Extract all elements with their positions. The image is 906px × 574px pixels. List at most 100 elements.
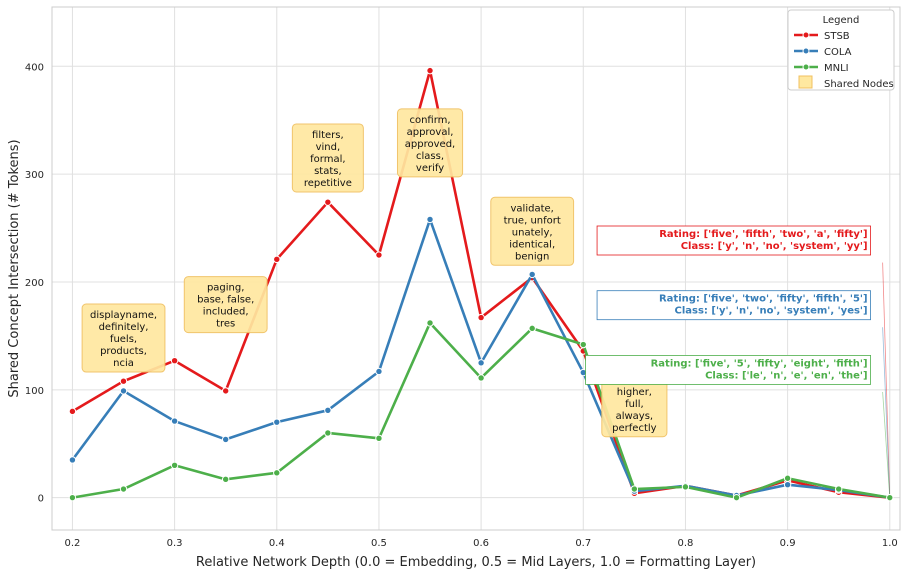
y-tick-label: 200 <box>25 278 44 289</box>
data-point <box>273 469 281 477</box>
data-point <box>886 493 894 502</box>
data-point <box>375 367 383 376</box>
y-tick-label: 300 <box>25 170 44 181</box>
connector-cola <box>882 327 891 498</box>
data-point <box>119 377 128 385</box>
legend-marker <box>802 63 810 71</box>
annotation-text: class, <box>416 151 444 162</box>
side-label-text: Class: ['y', 'n', 'no', 'system', 'yes'] <box>675 306 868 317</box>
annotation-box: displayname,definitely,fuels,products,nc… <box>81 303 166 373</box>
annotation-text: identical, <box>509 239 555 250</box>
side-label-box <box>596 290 871 321</box>
annotation-box: validate,true, unfortunately,identical,b… <box>490 196 575 266</box>
data-point <box>221 475 230 484</box>
annotation-text: formal, <box>310 154 345 165</box>
data-point <box>119 387 128 395</box>
data-point <box>119 485 128 493</box>
data-point <box>273 255 281 264</box>
data-point <box>170 461 179 469</box>
x-tick-label: 0.7 <box>575 538 591 549</box>
data-point <box>477 374 485 382</box>
annotation-text: tres <box>216 319 235 330</box>
annotation-text: higher, <box>617 387 652 398</box>
annotation-box: filters,vind,formal,stats,repetitive <box>291 123 364 193</box>
annotation-text: repetitive <box>304 178 352 189</box>
data-point <box>477 359 485 367</box>
x-tick-label: 0.4 <box>269 538 285 549</box>
legend-title: Legend <box>823 15 860 26</box>
x-tick-label: 0.8 <box>677 538 693 549</box>
data-point <box>783 474 792 482</box>
side-label-mnli: Rating: ['five', '5', 'fifty', 'eight', … <box>585 355 871 385</box>
legend-marker <box>802 31 810 39</box>
legend-marker <box>802 47 810 55</box>
annotation-background <box>490 196 575 266</box>
legend: Legend STSB COLA MNLI Shared Nodes <box>787 9 895 91</box>
data-point <box>426 215 434 224</box>
annotation-box: paging,base, false,included,tres <box>183 276 268 334</box>
data-point <box>221 435 230 444</box>
legend-entry-cola: COLA <box>824 47 852 58</box>
annotation-text: included, <box>203 307 249 318</box>
data-point <box>630 485 639 493</box>
annotation-text: definitely, <box>99 322 149 333</box>
data-point <box>68 407 77 416</box>
annotation-background <box>81 303 166 373</box>
legend-frame <box>787 9 895 91</box>
y-tick-label: 400 <box>25 62 44 73</box>
side-label-cola: Rating: ['five', 'two', 'fifty', 'fifth'… <box>596 290 871 321</box>
data-point <box>783 481 792 489</box>
annotation-background <box>183 276 268 334</box>
y-tick-label: 0 <box>38 494 44 505</box>
side-label-box <box>596 225 871 256</box>
annotation-text: approval, <box>407 127 454 138</box>
data-point <box>528 324 536 333</box>
y-tick-label: 100 <box>25 386 44 397</box>
side-label-text: Rating: ['five', 'fifth', 'two', 'a', 'f… <box>659 229 867 240</box>
annotation-background <box>291 123 364 193</box>
annotation-text: unately, <box>512 227 553 238</box>
annotation-text: ncia <box>113 358 134 369</box>
x-tick-label: 0.9 <box>780 538 796 549</box>
data-point <box>221 387 230 395</box>
series-mnli <box>68 319 894 502</box>
data-point <box>324 406 332 415</box>
data-point <box>68 456 77 464</box>
data-point <box>834 485 843 493</box>
side-label-box <box>585 355 871 385</box>
x-axis-label: Relative Network Depth (0.0 = Embedding,… <box>196 555 756 570</box>
data-point <box>375 251 383 259</box>
plot-background <box>52 7 900 530</box>
annotation-text: stats, <box>314 166 342 177</box>
annotation-background <box>396 108 464 178</box>
plot-frame <box>51 6 901 531</box>
x-tick-label: 0.2 <box>64 538 80 549</box>
annotation-text: approved, <box>405 139 455 150</box>
annotation-text: base, false, <box>197 295 254 306</box>
connector-stsb <box>882 262 891 498</box>
data-point <box>681 483 690 491</box>
side-label-text: Class: ['y', 'n', 'no', 'system', 'yy'] <box>681 241 868 252</box>
annotation-text: perfectly <box>612 423 656 434</box>
side-label-text: Class: ['le', 'n', 'e', 'en', 'the'] <box>705 370 867 381</box>
data-point <box>426 66 434 75</box>
data-point <box>375 434 383 443</box>
data-point <box>170 417 179 425</box>
data-point <box>273 418 281 426</box>
annotation-text: filters, <box>312 130 344 141</box>
annotation-text: displayname, <box>90 310 157 321</box>
annotation-text: full, <box>625 399 644 410</box>
data-point <box>477 313 485 322</box>
data-point <box>324 429 332 437</box>
annotation-box: confirm,approval,approved,class,verify <box>396 108 464 178</box>
x-tick-label: 1.0 <box>882 538 898 549</box>
data-point <box>579 340 587 349</box>
legend-swatch-shared-nodes <box>798 75 813 89</box>
side-label-text: Rating: ['five', 'two', 'fifty', 'fifth'… <box>659 294 868 305</box>
connector-mnli <box>882 391 891 498</box>
annotation-text: fuels, <box>110 334 137 345</box>
data-point <box>170 356 179 365</box>
legend-entry-mnli: MNLI <box>824 63 849 74</box>
side-label-text: Rating: ['five', '5', 'fifty', 'eight', … <box>651 358 868 369</box>
